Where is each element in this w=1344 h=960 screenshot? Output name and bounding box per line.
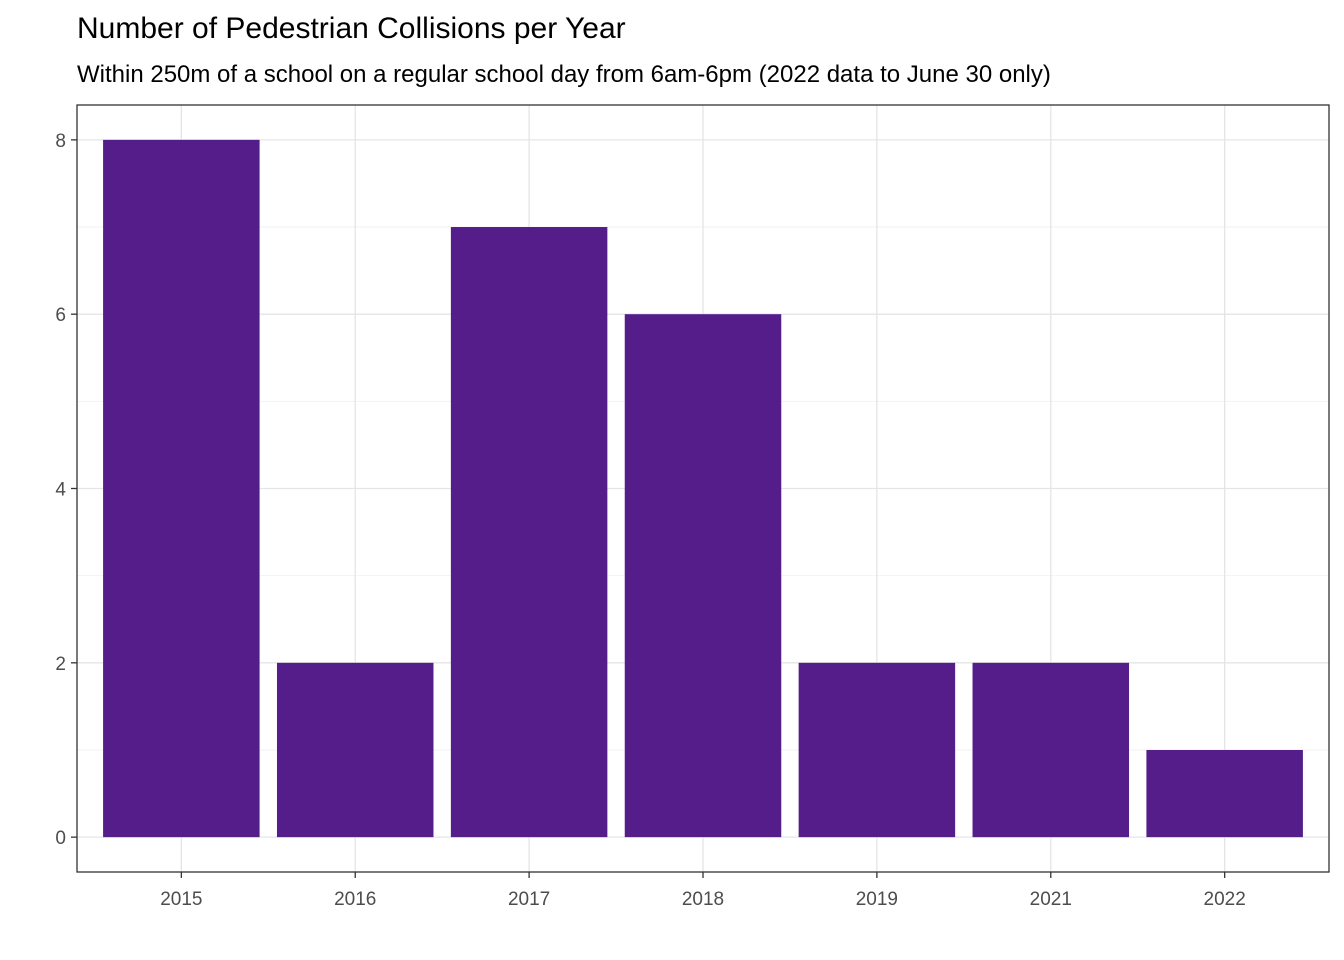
bar-2016 xyxy=(276,662,434,838)
bar-2015 xyxy=(103,139,260,838)
x-tick-label: 2018 xyxy=(682,889,724,910)
y-tick-label: 0 xyxy=(55,828,66,849)
bar-2022 xyxy=(1146,749,1303,838)
bar-2021 xyxy=(972,662,1130,838)
y-tick-label: 2 xyxy=(55,654,66,675)
y-tick-label: 4 xyxy=(55,480,66,501)
y-tick-label: 6 xyxy=(55,305,66,326)
x-tick-label: 2016 xyxy=(334,889,376,910)
bar-2019 xyxy=(798,662,956,838)
bars xyxy=(103,139,1303,838)
y-tick-label: 8 xyxy=(55,131,66,152)
x-tick-label: 2017 xyxy=(508,889,550,910)
x-tick-label: 2019 xyxy=(856,889,898,910)
bar-2018 xyxy=(624,314,782,838)
chart-subtitle: Within 250m of a school on a regular sch… xyxy=(77,61,1051,88)
x-tick-label: 2015 xyxy=(160,889,202,910)
x-tick-label: 2022 xyxy=(1204,889,1246,910)
bar-2017 xyxy=(450,227,608,838)
chart-title: Number of Pedestrian Collisions per Year xyxy=(77,12,626,45)
x-tick-label: 2021 xyxy=(1030,889,1072,910)
axes: 0 2 4 6 8 2015 2016 2017 2018 2019 2021 2022 xyxy=(55,131,1245,910)
